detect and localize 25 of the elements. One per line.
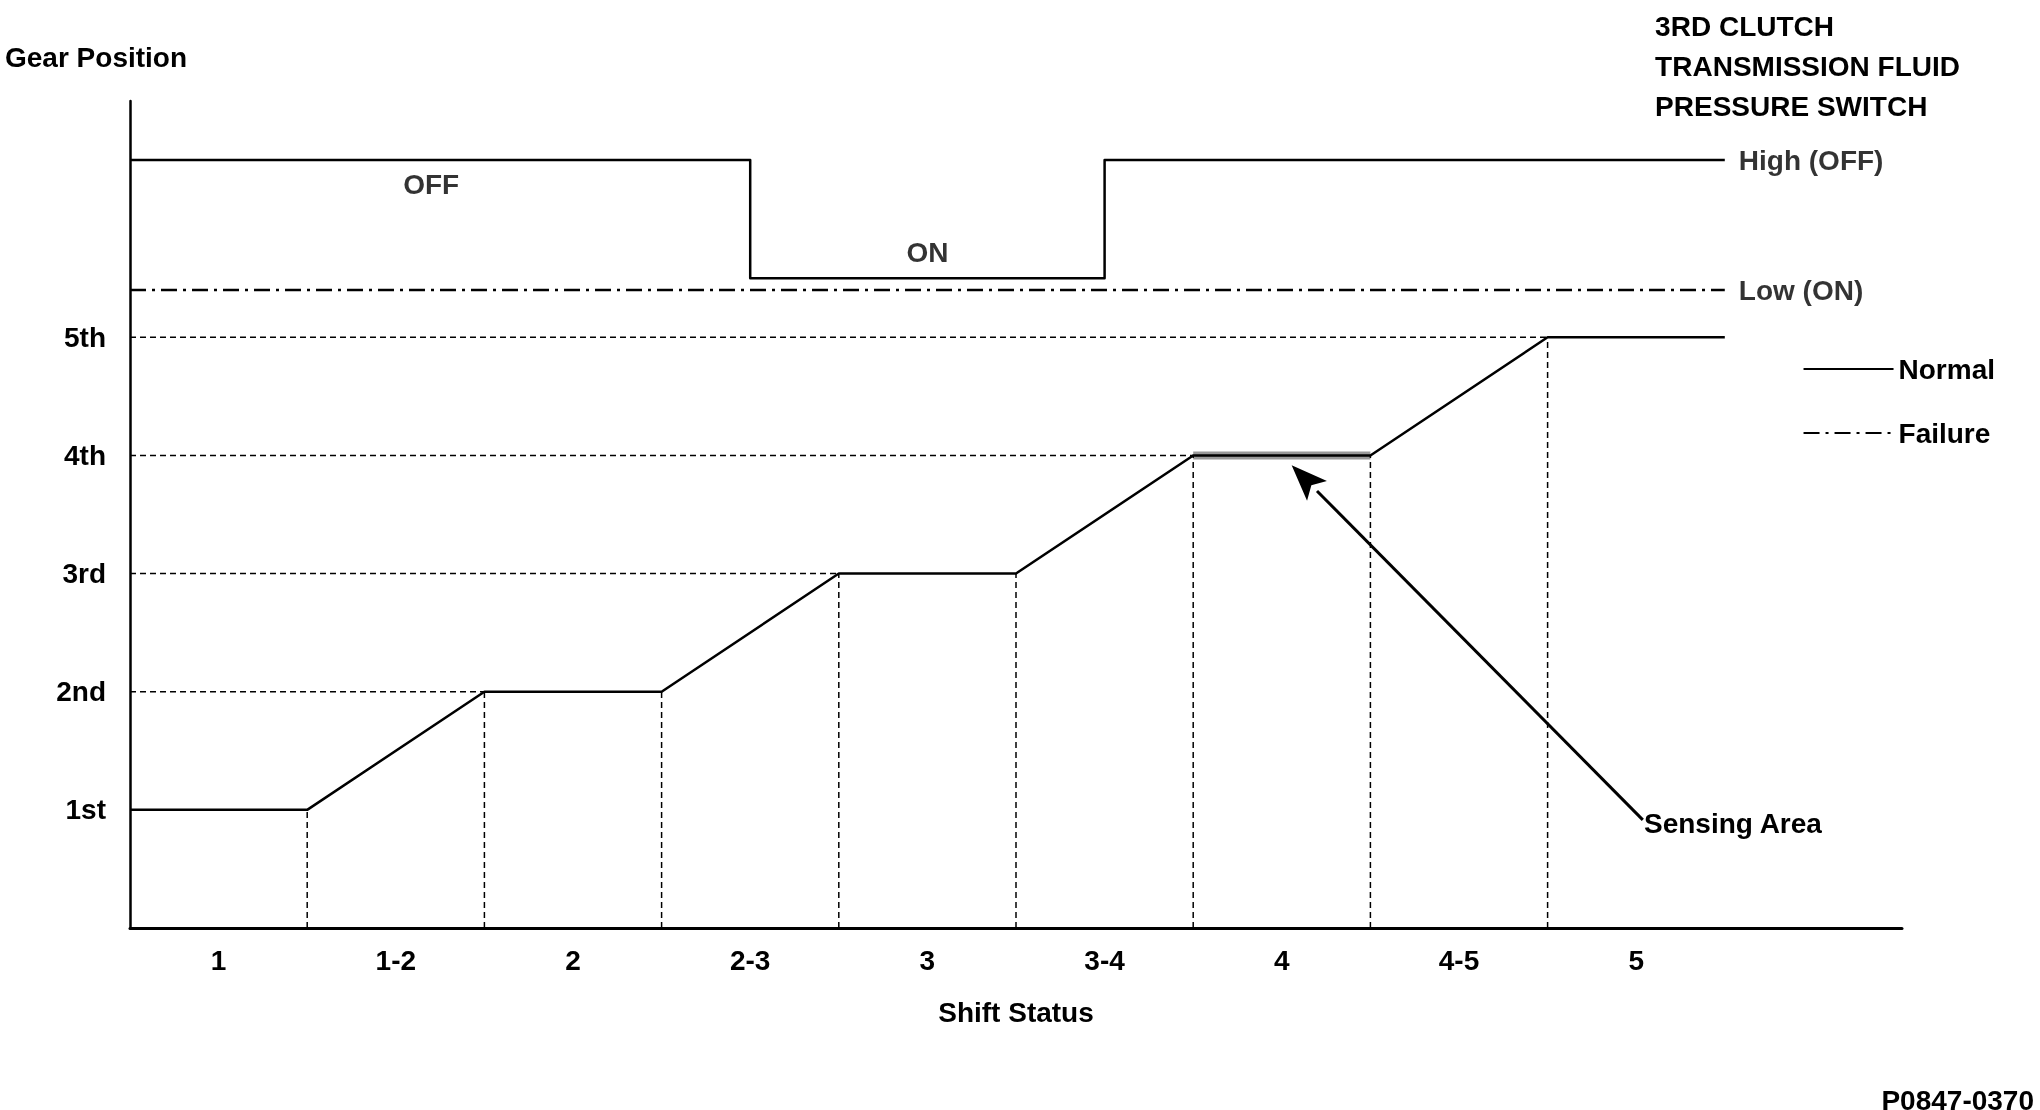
annotation: ON — [906, 236, 949, 268]
x-tick-label: 2 — [565, 944, 581, 976]
y-axis-title: Gear Position — [5, 41, 188, 73]
y-tick-label: 4th — [64, 439, 106, 471]
x-tick-label: 4-5 — [1438, 944, 1480, 976]
x-tick-label: 1-2 — [375, 944, 417, 976]
annotation: Low (ON) — [1738, 274, 1864, 306]
annotation: High (OFF) — [1738, 144, 1884, 176]
annotation: Sensing Area — [1644, 807, 1823, 839]
x-tick-label: 2-3 — [729, 944, 771, 976]
x-tick-label: 3 — [919, 944, 936, 976]
x-tick-label: 3-4 — [1084, 944, 1126, 976]
legend-label: Failure — [1898, 417, 1991, 449]
x-tick-label: 4 — [1274, 944, 1291, 976]
x-axis-title: Shift Status — [938, 996, 1094, 1028]
text: P0847-0370 — [1881, 1084, 2034, 1110]
legend-label: Normal — [1898, 353, 1995, 385]
x-tick-label: 1 — [210, 944, 227, 976]
y-tick-label: 3rd — [62, 558, 106, 590]
y-tick-label: 2nd — [56, 676, 106, 708]
x-tick-label: 5 — [1628, 944, 1644, 976]
y-tick-label: 5th — [64, 321, 106, 353]
annotation: OFF — [403, 168, 460, 200]
y-tick-label: 1st — [65, 794, 106, 826]
annotation: 3RD CLUTCH TRANSMISSION FLUID PRESSURE SWITCH — [1655, 10, 1961, 122]
